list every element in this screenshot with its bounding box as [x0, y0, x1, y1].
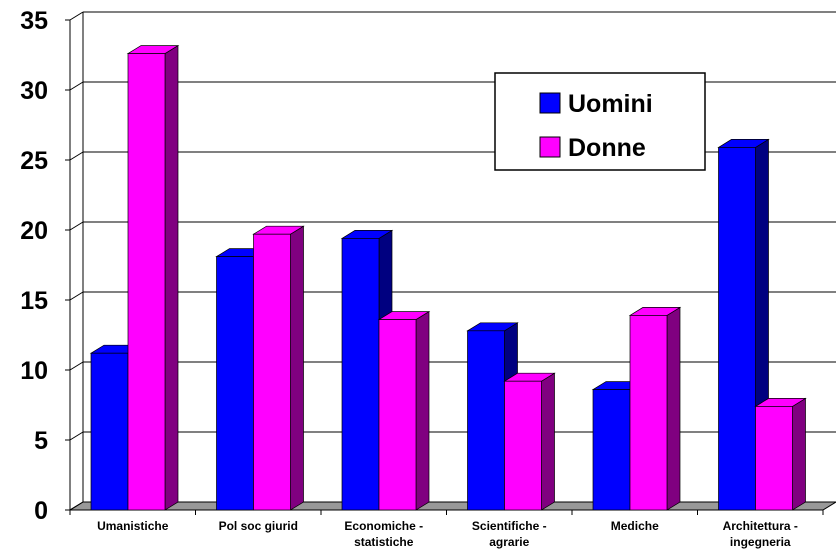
x-tick-label-line: Pol soc giurid — [219, 519, 298, 533]
legend-label: Uomini — [568, 90, 653, 118]
bar — [90, 352, 129, 511]
grid-line-side — [69, 221, 84, 231]
bar — [504, 380, 542, 511]
x-tick-label-line: agrarie — [489, 535, 529, 549]
x-tick-label: Pol soc giurid — [219, 519, 298, 533]
grid-line-side — [69, 151, 84, 161]
bar — [253, 233, 291, 511]
x-tick-label-line: Economiche - — [344, 519, 423, 533]
x-tick-label: Architettura - ingegneria — [723, 519, 798, 549]
x-tick-label-line: Mediche — [611, 519, 659, 533]
grid-line-side — [69, 81, 84, 91]
bar — [378, 319, 417, 511]
bar — [718, 147, 756, 511]
x-tick-label-line: ingegneria — [730, 535, 791, 549]
legend-label: Donne — [568, 134, 646, 162]
grid-line-side — [69, 291, 84, 301]
x-tick-label: Mediche — [611, 519, 659, 533]
x-tick-label: Umanistiche — [97, 519, 169, 533]
y-tick-label: 35 — [20, 7, 48, 35]
bar-side — [415, 310, 430, 511]
x-tick-label-line: statistiche — [354, 535, 414, 549]
bar-side — [792, 397, 806, 511]
bar-side — [541, 372, 555, 511]
grid-line-side — [69, 431, 84, 441]
bar-side — [164, 44, 179, 511]
bar — [592, 389, 631, 511]
grid-line-side — [69, 11, 84, 21]
bar — [127, 53, 166, 511]
x-tick-label-line: Scientifiche - — [472, 519, 547, 533]
bar — [755, 406, 793, 511]
bar-side — [666, 306, 681, 511]
x-tick-label: Scientifiche - agrarie — [472, 519, 547, 549]
legend-swatch — [539, 92, 561, 114]
y-tick-label: 20 — [20, 217, 48, 245]
legend-swatch — [539, 136, 561, 158]
y-tick-label: 30 — [20, 77, 48, 105]
bar — [467, 330, 505, 511]
x-tick-label-line: Architettura - — [723, 519, 798, 533]
y-tick-label: 5 — [34, 427, 48, 455]
grid-line-side — [69, 501, 84, 511]
bar — [629, 315, 668, 511]
y-tick-label: 25 — [20, 147, 48, 175]
y-tick-label: 10 — [20, 357, 48, 385]
x-tick-label: Economiche - statistiche — [344, 519, 423, 549]
bar-side — [290, 225, 304, 511]
x-tick-label-line: Umanistiche — [97, 519, 169, 533]
bar — [341, 238, 380, 511]
y-tick-label: 15 — [20, 287, 48, 315]
legend-box — [494, 72, 706, 171]
grid-line-side — [69, 361, 84, 371]
y-tick-label: 0 — [34, 497, 48, 525]
bar — [216, 256, 254, 511]
